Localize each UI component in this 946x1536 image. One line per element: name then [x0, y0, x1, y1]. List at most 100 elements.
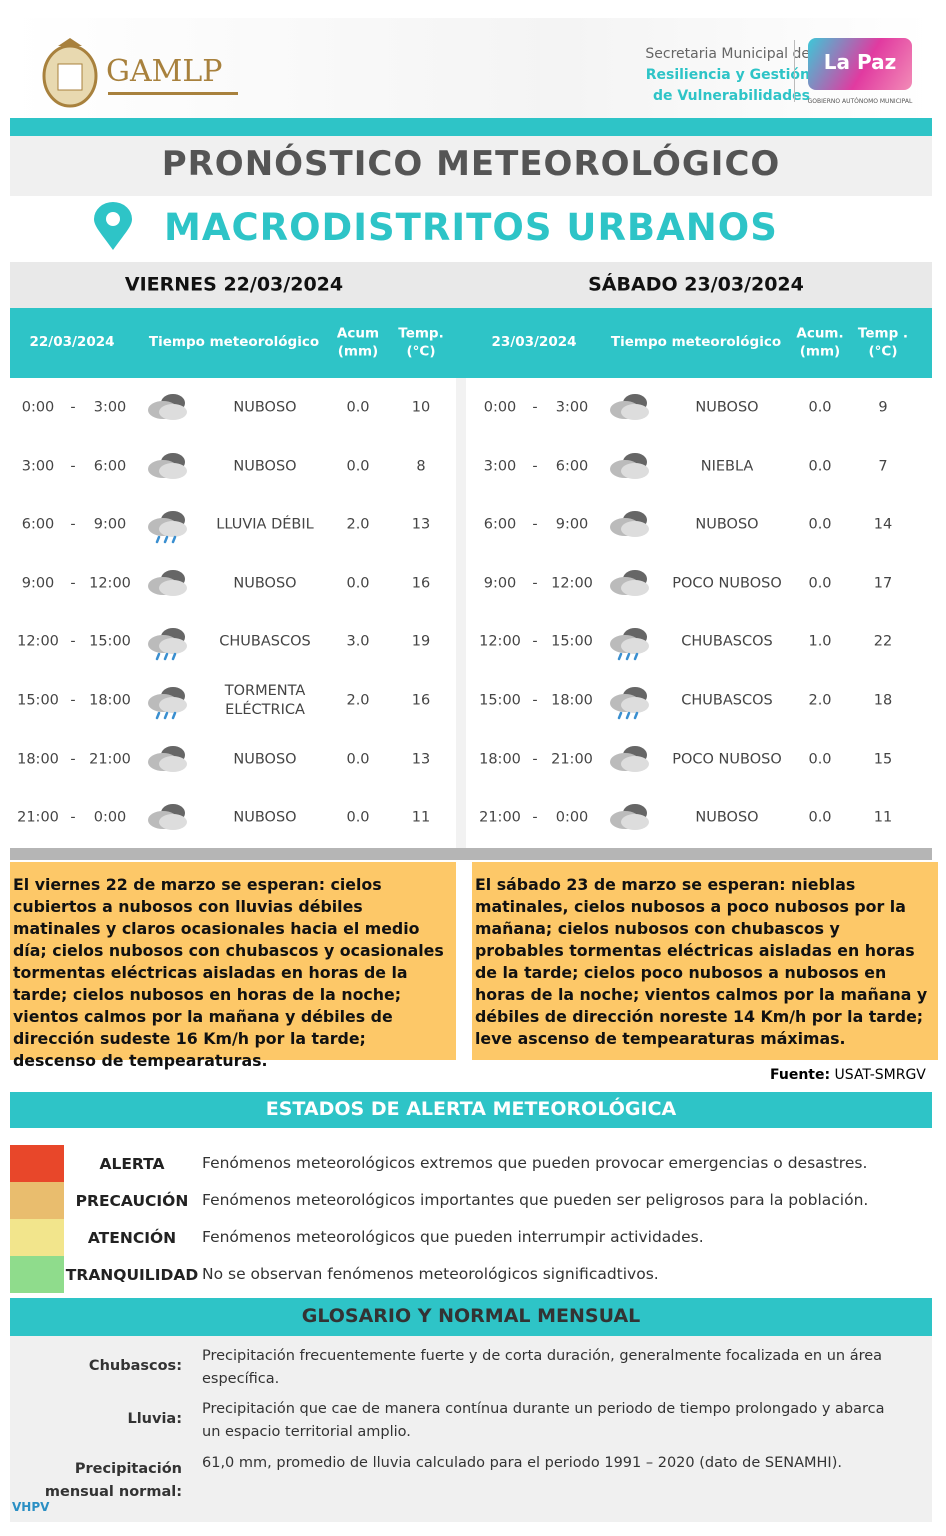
weather: TORMENTA ELÉCTRICA	[224, 683, 306, 718]
column-header: 23/03/2024	[491, 334, 577, 351]
time-start: 6:00	[21, 516, 55, 533]
time-start: 9:00	[21, 575, 55, 592]
time-end: 6:00	[93, 458, 127, 475]
precipitation: 0.0	[808, 575, 832, 592]
time-separator: -	[532, 633, 538, 650]
temperature: 16	[411, 692, 431, 709]
time-end: 21:00	[89, 751, 131, 768]
precipitation: 2.0	[346, 692, 370, 709]
alert-description: No se observan fenómenos meteorológicos …	[202, 1265, 659, 1283]
weather: CHUBASCOS	[681, 692, 773, 709]
day-summary: El sábado 23 de marzo se esperan: niebla…	[472, 862, 938, 1060]
time-end: 21:00	[551, 751, 593, 768]
table-header-band	[10, 308, 932, 378]
weather: NUBOSO	[233, 575, 297, 592]
time-separator: -	[532, 751, 538, 768]
temperature: 16	[411, 575, 431, 592]
weather-icon	[610, 452, 649, 479]
header-band	[10, 18, 932, 118]
weather: POCO NUBOSO	[672, 575, 782, 592]
precipitation: 2.0	[808, 692, 832, 709]
logo-text: GAMLP	[106, 54, 223, 89]
precipitation: 1.0	[808, 633, 832, 650]
time-end: 15:00	[89, 633, 131, 650]
weather-icon	[148, 628, 187, 661]
time-separator: -	[532, 692, 538, 709]
secretaria-line: Secretaria Municipal de	[645, 46, 810, 62]
alerts-title: ESTADOS DE ALERTA METEOROLÓGICA	[265, 1098, 677, 1120]
day-summary: El viernes 22 de marzo se esperan: cielo…	[10, 862, 456, 1070]
precipitation: 2.0	[346, 516, 370, 533]
weather-icon	[610, 687, 649, 720]
weather-icon	[148, 569, 187, 596]
time-start: 12:00	[479, 633, 521, 650]
precipitation: 3.0	[346, 633, 370, 650]
precipitation: 0.0	[808, 751, 832, 768]
weather: NUBOSO	[233, 809, 297, 826]
temperature: 9	[878, 399, 888, 416]
column-header: 22/03/2024	[29, 334, 115, 351]
glossary-definition: 61,0 mm, promedio de lluvia calculado pa…	[202, 1455, 842, 1471]
precipitation: 0.0	[808, 516, 832, 533]
day-heading: SÁBADO 23/03/2024	[588, 273, 804, 296]
column-header: Acum (mm)	[336, 325, 380, 359]
precipitation: 0.0	[808, 809, 832, 826]
alerts-title-band	[10, 1092, 932, 1128]
teal-bar	[10, 118, 932, 136]
weather-icon	[610, 394, 649, 420]
glossary-title: GLOSARIO Y NORMAL MENSUAL	[301, 1305, 641, 1327]
time-end: 9:00	[93, 516, 127, 533]
weather: CHUBASCOS	[681, 633, 773, 650]
time-separator: -	[532, 809, 538, 826]
precipitation: 0.0	[808, 458, 832, 475]
time-separator: -	[70, 692, 76, 709]
precipitation: 0.0	[346, 458, 370, 475]
footer: VHPV	[12, 1500, 50, 1514]
time-start: 3:00	[21, 458, 55, 475]
alert-swatch	[10, 1219, 64, 1256]
weather-icon	[148, 452, 187, 479]
temperature: 13	[411, 751, 431, 768]
temperature: 15	[873, 751, 893, 768]
time-start: 21:00	[17, 809, 59, 826]
temperature: 22	[873, 633, 893, 650]
weather: POCO NUBOSO	[672, 751, 782, 768]
time-start: 21:00	[479, 809, 521, 826]
glossary-term: Chubascos:	[88, 1358, 182, 1374]
column-header: Tiempo meteorológico	[610, 334, 782, 351]
weather: NIEBLA	[700, 458, 754, 475]
precipitation: 0.0	[808, 399, 832, 416]
temperature: 7	[878, 458, 888, 475]
source-label: Fuente:	[770, 1067, 831, 1083]
temperature: 19	[411, 633, 431, 650]
logo-rule	[108, 92, 238, 95]
title-band	[10, 136, 932, 196]
city-logo: La Paz	[823, 50, 897, 74]
weather: LLUVIA DÉBIL	[216, 516, 314, 533]
secretaria-line: Resiliencia y Gestión	[645, 67, 810, 83]
weather: NUBOSO	[233, 399, 297, 416]
weather: CHUBASCOS	[219, 633, 311, 650]
weather: NUBOSO	[695, 399, 759, 416]
time-separator: -	[532, 516, 538, 533]
time-start: 18:00	[17, 751, 59, 768]
time-end: 3:00	[93, 399, 127, 416]
time-end: 0:00	[555, 809, 589, 826]
weather-icon	[148, 394, 187, 420]
weather-icon	[610, 569, 649, 596]
temperature: 13	[411, 516, 431, 533]
time-end: 0:00	[93, 809, 127, 826]
precipitation: 0.0	[346, 809, 370, 826]
temperature: 14	[873, 516, 893, 533]
glossary-definition: Precipitación frecuentemente fuerte y de…	[202, 1348, 883, 1387]
day-heading: VIERNES 22/03/2024	[124, 273, 344, 296]
time-start: 0:00	[483, 399, 517, 416]
time-end: 18:00	[89, 692, 131, 709]
secretaria-line: de Vulnerabilidades	[652, 88, 810, 104]
time-end: 18:00	[551, 692, 593, 709]
time-separator: -	[70, 809, 76, 826]
time-end: 9:00	[555, 516, 589, 533]
temperature: 11	[873, 809, 893, 826]
alert-swatch	[10, 1256, 64, 1293]
time-start: 18:00	[479, 751, 521, 768]
